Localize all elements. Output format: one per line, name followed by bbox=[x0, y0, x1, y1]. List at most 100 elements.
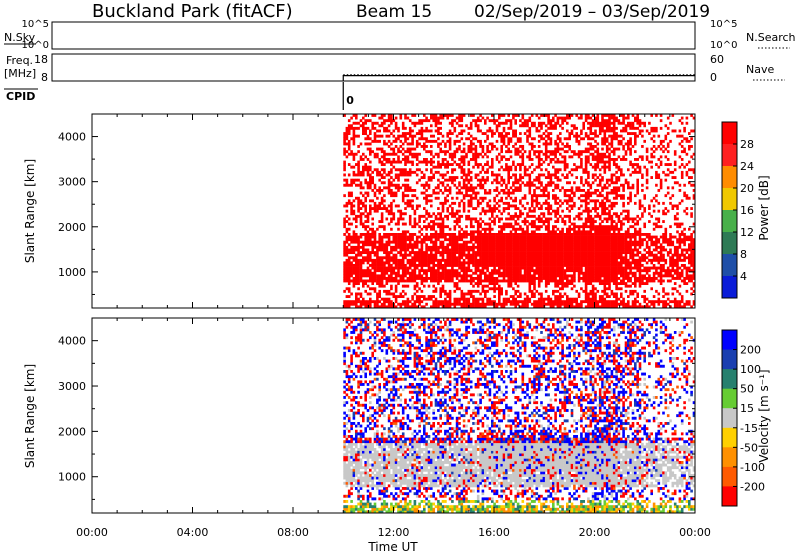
power-cell bbox=[591, 199, 595, 203]
power-cell bbox=[479, 248, 482, 252]
power-cell bbox=[441, 134, 445, 138]
power-cell bbox=[587, 230, 590, 234]
power-cell bbox=[528, 158, 532, 161]
power-cell bbox=[411, 139, 414, 143]
power-cell bbox=[369, 209, 372, 213]
power-cell bbox=[467, 279, 471, 283]
power-cell bbox=[404, 132, 407, 135]
power-cell bbox=[430, 248, 433, 252]
power-cell bbox=[526, 300, 529, 304]
power-cell bbox=[415, 155, 419, 159]
power-cell bbox=[498, 181, 501, 185]
power-cell bbox=[451, 261, 454, 265]
power-cell bbox=[411, 204, 414, 208]
power-cell bbox=[406, 173, 410, 177]
power-cell bbox=[418, 214, 421, 218]
power-cell bbox=[343, 160, 346, 164]
power-cell bbox=[573, 233, 576, 236]
power-cell bbox=[383, 243, 386, 247]
power-cell bbox=[556, 119, 560, 123]
power-cell bbox=[505, 248, 508, 252]
power-cell bbox=[519, 243, 522, 247]
power-cell bbox=[420, 238, 424, 242]
power-cell bbox=[542, 261, 546, 265]
nave-label: Nave bbox=[746, 63, 774, 76]
power-cell bbox=[544, 271, 548, 275]
power-cell bbox=[498, 256, 501, 260]
power-cell bbox=[502, 225, 506, 229]
power-cell bbox=[476, 227, 480, 231]
power-cell bbox=[411, 279, 414, 283]
power-cell bbox=[444, 189, 447, 192]
power-cell bbox=[542, 248, 546, 252]
power-cell bbox=[481, 269, 485, 273]
power-cell bbox=[556, 295, 560, 298]
power-cell bbox=[415, 264, 419, 267]
power-cell bbox=[488, 189, 492, 192]
power-cell bbox=[380, 240, 384, 244]
power-cell bbox=[540, 158, 543, 161]
power-cell bbox=[533, 145, 536, 148]
power-cell bbox=[357, 160, 360, 164]
power-cell bbox=[582, 194, 585, 198]
power-cell bbox=[530, 233, 534, 236]
power-cell bbox=[343, 279, 346, 283]
power-cell bbox=[498, 124, 501, 128]
power-cell bbox=[542, 189, 546, 192]
power-cell bbox=[437, 163, 440, 166]
power-cell bbox=[512, 295, 515, 298]
power-cell bbox=[373, 168, 377, 172]
power-cell bbox=[584, 284, 588, 288]
power-cell bbox=[568, 248, 571, 252]
power-cell bbox=[420, 269, 424, 273]
power-cell bbox=[425, 212, 428, 216]
power-cell bbox=[441, 191, 445, 195]
power-cell bbox=[451, 196, 454, 200]
power-cell bbox=[537, 214, 541, 218]
power-cell bbox=[397, 233, 400, 236]
power-cell bbox=[608, 126, 611, 130]
power-cell bbox=[552, 251, 555, 254]
power-cell bbox=[408, 119, 412, 123]
power-cell bbox=[373, 279, 377, 283]
power-cell bbox=[476, 305, 480, 309]
power-cell bbox=[537, 297, 541, 301]
power-cell bbox=[570, 173, 574, 177]
power-cell bbox=[591, 284, 595, 288]
power-cell bbox=[469, 183, 473, 187]
power-cell bbox=[500, 199, 503, 203]
power-cell bbox=[350, 178, 353, 182]
power-cell bbox=[514, 129, 517, 133]
power-cell bbox=[366, 240, 370, 244]
power-cell bbox=[507, 251, 510, 254]
power-cell bbox=[411, 155, 414, 159]
power-cell bbox=[544, 217, 548, 221]
power-cell bbox=[610, 173, 614, 177]
power-cell bbox=[446, 178, 449, 182]
power-cell bbox=[601, 137, 604, 141]
power-cell bbox=[408, 217, 412, 221]
power-cell bbox=[352, 155, 356, 159]
power-cell bbox=[552, 243, 555, 247]
power-cell bbox=[394, 266, 398, 270]
power-cell bbox=[521, 114, 525, 117]
power-cell bbox=[378, 245, 381, 249]
power-cell bbox=[575, 256, 578, 260]
power-cell bbox=[526, 245, 529, 249]
power-cell bbox=[601, 186, 604, 190]
power-cell bbox=[549, 253, 553, 257]
power-cell bbox=[394, 145, 398, 148]
power-cell bbox=[420, 183, 424, 187]
power-cell bbox=[519, 155, 522, 159]
power-cell bbox=[512, 191, 515, 195]
power-cell bbox=[547, 217, 550, 221]
power-cell bbox=[472, 155, 475, 159]
power-cell bbox=[526, 227, 529, 231]
power-cell bbox=[369, 305, 372, 309]
power-cell bbox=[521, 147, 525, 151]
power-cell bbox=[554, 248, 557, 252]
power-cell bbox=[535, 305, 539, 309]
power-cell bbox=[406, 183, 410, 187]
power-cell bbox=[587, 214, 590, 218]
power-cell bbox=[432, 212, 435, 216]
